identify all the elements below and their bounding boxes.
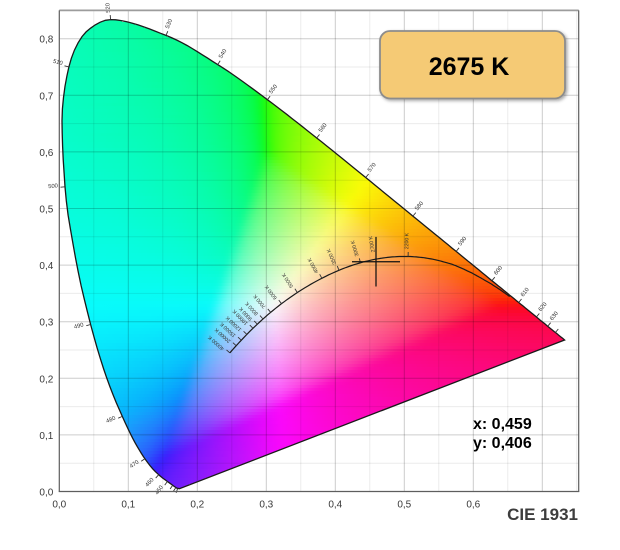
svg-text:490: 490 — [74, 322, 85, 330]
svg-text:0,1: 0,1 — [39, 431, 53, 442]
svg-text:CIE 1931: CIE 1931 — [507, 505, 578, 524]
svg-text:0,2: 0,2 — [190, 500, 204, 511]
svg-text:2675 K: 2675 K — [429, 53, 510, 81]
svg-text:630: 630 — [549, 311, 560, 322]
svg-text:570: 570 — [367, 162, 378, 173]
svg-text:0,7: 0,7 — [39, 91, 53, 102]
svg-text:0,6: 0,6 — [39, 148, 53, 159]
svg-text:0,0: 0,0 — [39, 488, 53, 499]
svg-text:530: 530 — [165, 18, 174, 29]
svg-text:460: 460 — [145, 477, 156, 488]
svg-text:540: 540 — [218, 48, 228, 59]
svg-text:0,3: 0,3 — [39, 318, 53, 329]
svg-text:550: 550 — [268, 84, 279, 95]
svg-text:0,6: 0,6 — [466, 500, 480, 511]
svg-text:520: 520 — [105, 3, 112, 13]
svg-text:0,4: 0,4 — [39, 261, 53, 272]
svg-text:480: 480 — [105, 416, 116, 425]
svg-text:510: 510 — [52, 59, 63, 67]
svg-text:y: 0,406: y: 0,406 — [473, 435, 532, 452]
svg-text:470: 470 — [129, 460, 140, 470]
svg-text:0,0: 0,0 — [52, 500, 66, 511]
svg-text:590: 590 — [457, 236, 468, 247]
svg-text:0,4: 0,4 — [328, 500, 342, 511]
svg-text:610: 610 — [520, 287, 531, 298]
svg-text:500: 500 — [48, 183, 58, 190]
svg-text:0,3: 0,3 — [259, 500, 273, 511]
svg-text:580: 580 — [414, 201, 425, 212]
svg-text:0,5: 0,5 — [397, 500, 411, 511]
svg-text:0,2: 0,2 — [39, 374, 53, 385]
svg-text:0,5: 0,5 — [39, 205, 53, 216]
svg-text:450: 450 — [154, 485, 165, 496]
svg-text:2200 K: 2200 K — [404, 232, 410, 249]
svg-text:0,1: 0,1 — [121, 500, 135, 511]
svg-text:600: 600 — [493, 265, 504, 276]
svg-text:3000 K: 3000 K — [350, 239, 360, 257]
svg-text:560: 560 — [318, 123, 329, 134]
svg-text:620: 620 — [538, 302, 549, 313]
svg-text:2700 K: 2700 K — [368, 235, 377, 253]
svg-text:x: 0,459: x: 0,459 — [473, 416, 532, 433]
svg-text:0,8: 0,8 — [39, 35, 53, 46]
